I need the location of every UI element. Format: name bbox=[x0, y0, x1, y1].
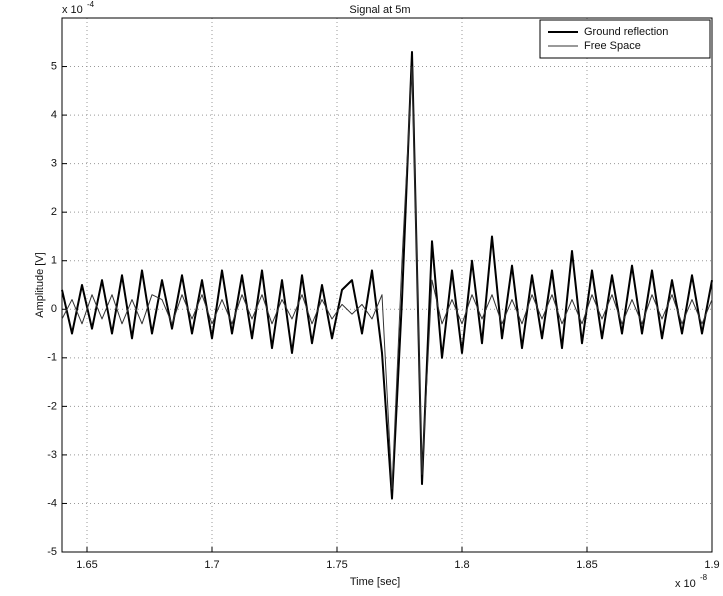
y-tick-label: 5 bbox=[51, 60, 57, 72]
y-tick-label: -4 bbox=[47, 497, 57, 509]
y-tick-label: 0 bbox=[51, 303, 57, 315]
x-tick-label: 1.75 bbox=[326, 559, 347, 571]
y-tick-label: -2 bbox=[47, 400, 57, 412]
x-tick-label: 1.7 bbox=[204, 559, 219, 571]
y-scale-base: x 10 bbox=[62, 4, 83, 16]
legend-label: Free Space bbox=[584, 40, 641, 52]
legend-label: Ground reflection bbox=[584, 26, 668, 38]
x-tick-label: 1.9 bbox=[704, 559, 719, 571]
chart-title: Signal at 5m bbox=[349, 4, 410, 16]
y-scale-exponent: -4 bbox=[87, 0, 95, 9]
y-tick-label: 1 bbox=[51, 255, 57, 267]
y-tick-label: 3 bbox=[51, 158, 57, 170]
y-tick-label: 4 bbox=[51, 109, 57, 121]
legend-box bbox=[539, 19, 711, 59]
y-tick-label: 2 bbox=[51, 206, 57, 218]
y-tick-label: -1 bbox=[47, 352, 57, 364]
x-tick-label: 1.8 bbox=[454, 559, 469, 571]
x-scale-exponent: -8 bbox=[700, 573, 708, 582]
y-tick-label: -5 bbox=[47, 546, 57, 558]
x-tick-label: 1.65 bbox=[76, 559, 97, 571]
series-line bbox=[61, 66, 713, 490]
x-tick-label: 1.85 bbox=[576, 559, 597, 571]
x-scale-base: x 10 bbox=[675, 578, 696, 590]
y-axis-label: Amplitude [V] bbox=[34, 252, 46, 317]
x-axis-label: Time [sec] bbox=[350, 576, 400, 588]
y-tick-label: -3 bbox=[47, 449, 57, 461]
